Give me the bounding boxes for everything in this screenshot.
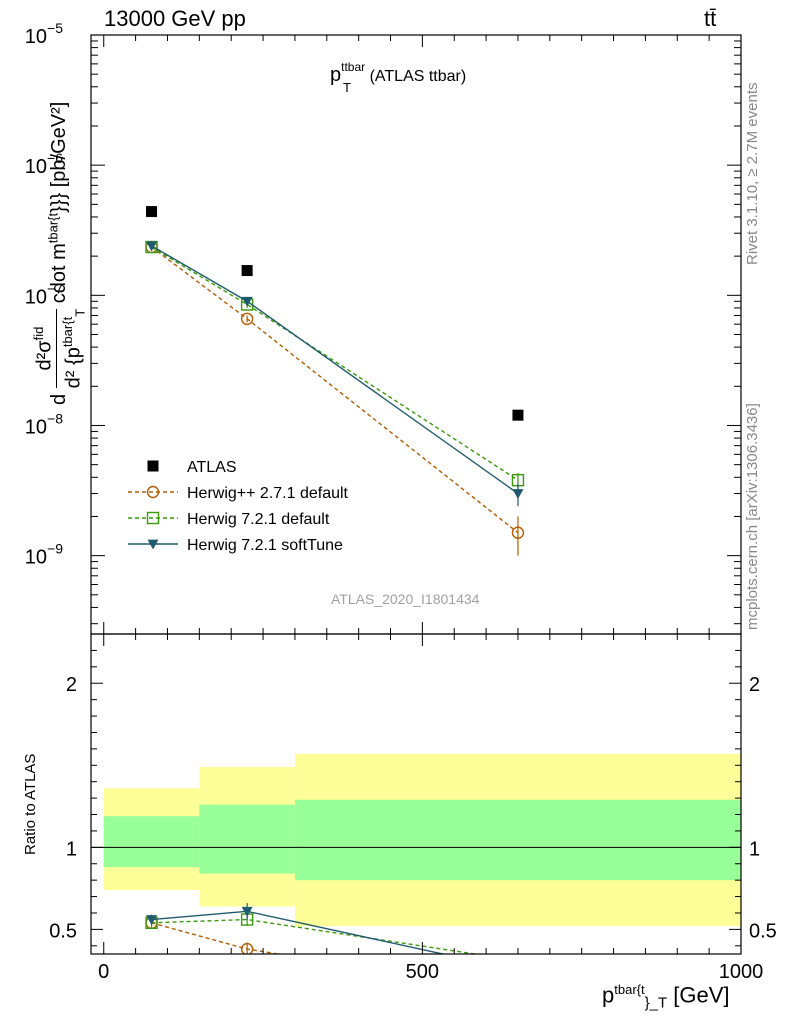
data-point — [241, 296, 253, 307]
ratio-uncertainty-bands — [91, 753, 741, 927]
y-label-denominator: d² {p — [62, 347, 85, 389]
series-group-0 — [145, 916, 523, 997]
ratio-y-tick-label: 2 — [66, 674, 77, 696]
analysis-id: ATLAS_2020_I1801434 — [331, 591, 480, 607]
y-tick-label: 10−9 — [25, 541, 63, 569]
series-group-2 — [146, 903, 523, 976]
plot-title-suffix: (ATLAS ttbar) — [365, 68, 467, 85]
ratio-y-tick-label: 0.5 — [49, 920, 77, 942]
y-tick-exp: −9 — [47, 541, 63, 557]
series-line-3 — [151, 245, 519, 495]
y-axis-label: d d²σfid d² {ptbar{tT cdot mtbar{t}}} [p… — [28, 102, 91, 405]
y-label-fraction: d²σfid d² {ptbar{tT — [28, 308, 91, 389]
legend-label-2: Herwig 7.2.1 default — [187, 511, 330, 528]
y-label-units: }}} [pb/GeV²] — [47, 101, 70, 213]
y-label-cdot: cdot m — [47, 243, 70, 304]
data-point — [512, 986, 523, 997]
data-point — [146, 206, 158, 218]
y-label-numerator: d²σ — [33, 340, 56, 371]
ratio-frame — [90, 633, 742, 955]
data-point — [146, 915, 158, 926]
band-inner-1 — [199, 804, 295, 874]
data-point — [240, 942, 254, 954]
legend-marker-1 — [146, 485, 160, 499]
y-label-den-sup: tbar{t — [59, 316, 75, 348]
series-group-0 — [146, 206, 524, 421]
ratio-y-tick-label-right: 1 — [749, 838, 760, 860]
series-group-3 — [146, 241, 524, 507]
series-line-1 — [151, 918, 480, 954]
ratio-y-tick-label-right: 2 — [749, 674, 760, 696]
plot-title-main: p — [330, 64, 342, 86]
plot-title-sup: ttbar — [341, 60, 366, 74]
ratio-y-tick-label: 1 — [66, 838, 77, 860]
x-tick-label: 500 — [406, 961, 439, 983]
y-tick-exp: −8 — [47, 410, 63, 426]
data-point — [241, 906, 253, 917]
y-tick-label: 10−8 — [25, 410, 63, 438]
band-inner-0 — [103, 816, 200, 868]
ratio-y-tick-label-right: 0.5 — [749, 920, 777, 942]
x-label-sup: tbar{t — [614, 982, 645, 997]
legend-marker-0 — [147, 460, 159, 472]
y-tick-exp: −6 — [47, 150, 63, 166]
axes-frames — [90, 34, 742, 955]
legend-label-0: ATLAS — [187, 459, 237, 476]
legend-label-3: Herwig 7.2.1 softTune — [187, 537, 343, 554]
x-label-main: p — [602, 982, 615, 1008]
energy-label: 13000 GeV pp — [104, 6, 246, 31]
rivet-label: Rivet 3.1.10, ≥ 2.7M events — [744, 82, 761, 266]
plot-title: pttbar T (ATLAS ttbar) — [330, 60, 467, 95]
y-label-den-sub: T — [72, 308, 88, 317]
y-label-m-sup: tbar{t — [45, 212, 61, 244]
series-line-2 — [151, 246, 519, 481]
series-group-1 — [145, 240, 525, 556]
band-inner-2 — [294, 799, 741, 881]
data-point — [241, 265, 253, 277]
y-tick-exp: −5 — [47, 20, 63, 36]
legend-marker-3 — [147, 539, 159, 550]
mcplots-label: mcplots.cern.ch [arXiv:1306.3436] — [744, 403, 761, 630]
y-label-rest: d — [47, 393, 70, 405]
x-label-sub: }_T — [644, 994, 668, 1012]
data-point — [512, 489, 524, 500]
legend-label-1: Herwig++ 2.7.1 default — [187, 485, 349, 502]
series-markers — [145, 206, 525, 997]
x-tick-label: 0 — [98, 961, 109, 983]
data-point — [511, 526, 525, 539]
y-label-num-sup: fid — [31, 326, 46, 341]
ratio-y-label: Ratio to ATLAS — [22, 753, 39, 855]
legend: ATLAS Herwig++ 2.7.1 default Herwig 7.2.1 … — [128, 459, 349, 554]
data-point — [240, 312, 254, 326]
legend-marker-2 — [146, 511, 160, 525]
y-tick-label: 10−5 — [25, 20, 63, 48]
data-point — [512, 966, 523, 976]
data-point — [146, 241, 158, 252]
x-axis-label: ptbar{t}_T [GeV] — [602, 982, 729, 1012]
x-label-unit: [GeV] — [667, 982, 730, 1008]
x-tick-label: 1000 — [719, 961, 764, 983]
data-point — [512, 409, 524, 421]
process-label: tt̄ — [704, 6, 717, 31]
data-point — [512, 955, 523, 966]
series-group-2 — [145, 240, 525, 489]
plot-title-sub: T — [343, 80, 351, 95]
y-tick-exp: −7 — [47, 280, 63, 296]
